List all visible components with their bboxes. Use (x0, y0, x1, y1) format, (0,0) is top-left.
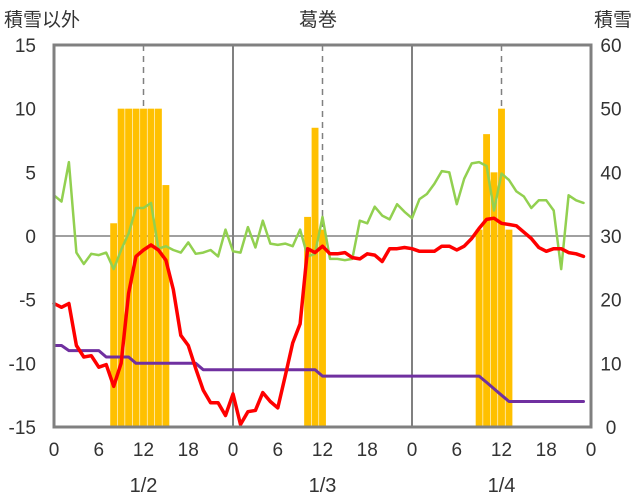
left-tick-label: 15 (15, 36, 36, 57)
date-label: 1/2 (130, 475, 158, 497)
x-tick-label: 6 (93, 440, 104, 461)
right-tick-label: 0 (606, 418, 617, 439)
right-tick-label: 60 (600, 36, 621, 57)
snow-depth-bar (140, 108, 147, 428)
green-series-line (52, 160, 585, 271)
snow-depth-bar (132, 108, 140, 428)
x-tick-label: 0 (586, 440, 597, 461)
snow-depth-bar (110, 223, 118, 427)
right-tick-label: 50 (600, 100, 621, 121)
left-tick-label: 10 (15, 100, 36, 121)
left-tick-label: 5 (25, 163, 36, 184)
snow-depth-bar (505, 229, 513, 427)
left-tick-label: -5 (19, 291, 36, 312)
series-lines (52, 160, 586, 427)
snow-depth-bar (154, 108, 162, 428)
right-tick-label: 30 (600, 227, 621, 248)
left-axis-label: 積雪以外 (4, 9, 80, 31)
right-tick-label: 40 (600, 163, 621, 184)
snow-depth-bar (319, 229, 326, 427)
x-tick-label: 12 (491, 440, 512, 461)
snow-depth-bar (483, 134, 491, 427)
snow-depth-bar (475, 229, 483, 427)
x-tick-label: 0 (49, 440, 60, 461)
x-tick-label: 18 (536, 440, 557, 461)
x-tick-label: 0 (228, 440, 239, 461)
snow-depth-bar (304, 216, 312, 427)
left-tick-label: 0 (25, 227, 36, 248)
purple-series-line (52, 344, 585, 403)
date-label: 1/4 (488, 475, 516, 497)
left-tick-label: -15 (9, 418, 36, 439)
x-tick-label: 12 (312, 440, 333, 461)
date-labels: 1/2 1/3 1/4 (130, 475, 516, 497)
x-tick-labels: 0 6 12 18 0 6 12 18 0 6 12 18 0 (49, 440, 597, 461)
x-tick-label: 12 (133, 440, 154, 461)
date-label: 1/3 (309, 475, 337, 497)
snow-depth-bar (498, 108, 505, 428)
snow-depth-bar (147, 108, 155, 428)
x-tick-label: 6 (451, 440, 462, 461)
snow-depth-bar (162, 185, 170, 427)
right-tick-label: 20 (600, 291, 621, 312)
left-tick-labels: 15 10 5 0 -5 -10 -15 (9, 36, 36, 439)
snow-depth-bar (125, 108, 133, 428)
plot-frame (52, 43, 593, 429)
x-tick-label: 18 (357, 440, 378, 461)
chart-title: 葛巻 (299, 9, 337, 31)
snow-depth-bar (311, 127, 319, 428)
red-series-line (52, 216, 586, 427)
snow-depth-bars (110, 108, 513, 428)
right-tick-label: 10 (600, 354, 621, 375)
right-axis-label: 積雪 (594, 9, 632, 31)
left-tick-label: -10 (9, 354, 36, 375)
x-tick-label: 18 (178, 440, 199, 461)
x-tick-label: 6 (272, 440, 283, 461)
x-tick-label: 0 (407, 440, 418, 461)
snow-depth-bar (117, 108, 125, 428)
right-tick-labels: 60 50 40 30 20 10 0 (600, 36, 621, 439)
snow-depth-bar (490, 172, 498, 427)
